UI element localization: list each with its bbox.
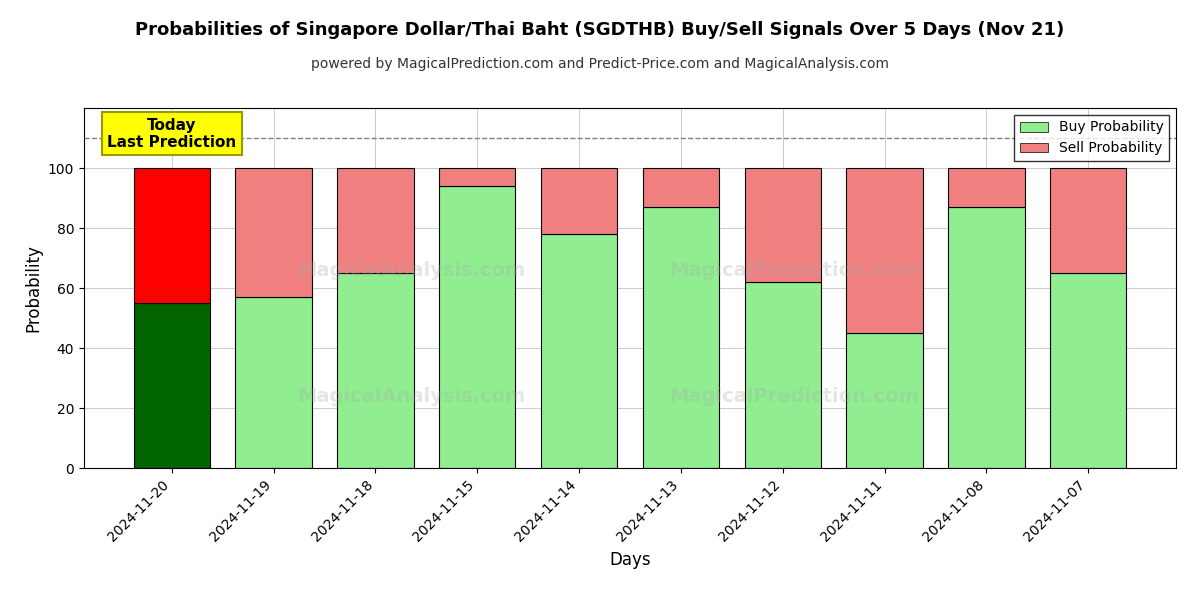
Bar — [846, 333, 923, 468]
Text: MagicalPrediction.com: MagicalPrediction.com — [668, 260, 919, 280]
Bar — [439, 168, 516, 186]
Bar — [1050, 168, 1127, 273]
Bar — [235, 297, 312, 468]
Bar — [643, 168, 719, 207]
Bar — [1050, 273, 1127, 468]
Bar — [948, 207, 1025, 468]
Bar — [337, 273, 414, 468]
Bar — [846, 168, 923, 333]
Bar — [235, 168, 312, 297]
Text: powered by MagicalPrediction.com and Predict-Price.com and MagicalAnalysis.com: powered by MagicalPrediction.com and Pre… — [311, 57, 889, 71]
Bar — [541, 234, 617, 468]
Text: MagicalAnalysis.com: MagicalAnalysis.com — [298, 386, 526, 406]
X-axis label: Days: Days — [610, 551, 650, 569]
Text: Today
Last Prediction: Today Last Prediction — [107, 118, 236, 150]
Y-axis label: Probability: Probability — [24, 244, 42, 332]
Bar — [541, 168, 617, 234]
Bar — [133, 168, 210, 303]
Legend: Buy Probability, Sell Probability: Buy Probability, Sell Probability — [1014, 115, 1169, 161]
Bar — [337, 168, 414, 273]
Text: MagicalPrediction.com: MagicalPrediction.com — [668, 386, 919, 406]
Bar — [948, 168, 1025, 207]
Text: MagicalAnalysis.com: MagicalAnalysis.com — [298, 260, 526, 280]
Bar — [439, 186, 516, 468]
Text: Probabilities of Singapore Dollar/Thai Baht (SGDTHB) Buy/Sell Signals Over 5 Day: Probabilities of Singapore Dollar/Thai B… — [136, 21, 1064, 39]
Bar — [133, 303, 210, 468]
Bar — [643, 207, 719, 468]
Bar — [744, 168, 821, 282]
Bar — [744, 282, 821, 468]
